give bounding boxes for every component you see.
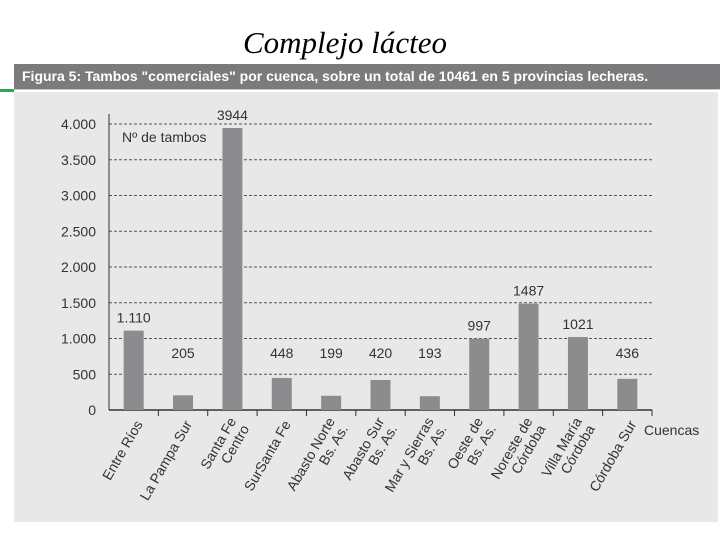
x-tick-label: Santa FeCentro [197,414,252,479]
bar [469,338,490,410]
data-label: 997 [468,318,492,334]
y-tick-label: 4.000 [61,116,96,132]
y-axis-title: Nº de tambos [122,129,207,145]
y-tick-label: 1.000 [61,331,96,347]
x-tick-label-line: La Pampa Sur [137,417,196,503]
data-label: 199 [319,345,343,361]
bar [123,330,144,410]
data-label: 3944 [217,107,248,123]
bar [518,303,539,410]
data-label: 1.110 [117,310,151,326]
x-tick-label: Entre Ríos [99,418,146,483]
bar-chart: 0 500 1.000 1.500 2.000 2.500 3.000 3.500 4.000 1… [61,107,699,503]
y-tick-label: 3.000 [61,188,96,204]
accent-line [0,89,14,92]
y-tick-label: 3.500 [61,152,96,168]
y-tick-label: 2.500 [61,223,96,239]
y-tick-label: 500 [73,366,97,382]
y-tick-label: 2.000 [61,259,96,275]
divider-line [14,89,720,90]
bar [567,336,588,410]
x-tick-label: Villa MaríaCórdoba [538,414,598,487]
bar [173,395,194,410]
bar [271,377,292,410]
bar [370,379,391,410]
data-label: 436 [616,345,640,361]
figure-caption: Figura 5: Tambos "comerciales" por cuenc… [14,64,720,89]
bar [222,128,243,410]
bar-layer [123,128,638,410]
bar [419,396,440,410]
data-label: 420 [369,345,393,361]
bar [321,395,342,410]
grid-layer [108,114,653,416]
y-tick-label: 1.500 [61,295,96,311]
x-tick-label-line: Entre Ríos [99,418,146,483]
data-label: 205 [171,345,195,361]
x-tick-label: Noreste deCórdoba [487,414,548,489]
data-label: 1021 [562,316,593,332]
y-tick-label: 0 [88,402,96,418]
x-tick-label: La Pampa Sur [137,417,196,503]
slide-title: Complejo lácteo [242,25,448,60]
data-label: 1487 [513,283,544,299]
data-label: 448 [270,345,294,361]
label-layer: 0 500 1.000 1.500 2.000 2.500 3.000 3.500 4.000 1… [61,107,640,503]
chart-panel: 0 500 1.000 1.500 2.000 2.500 3.000 3.500 4.000 1… [14,92,718,522]
x-axis-title: Cuencas [644,422,699,438]
data-label: 193 [418,345,442,361]
x-tick-label: Abasto NorteBs. As. [283,414,351,500]
bar [617,378,638,410]
